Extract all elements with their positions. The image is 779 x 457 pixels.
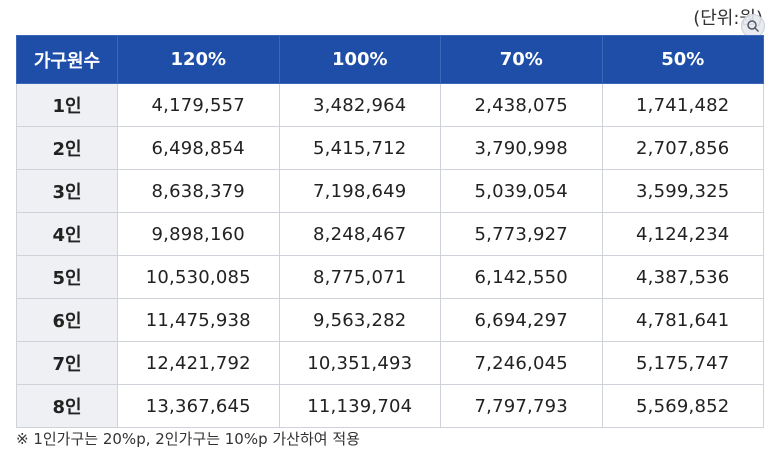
row-label: 6인 [16,298,118,342]
table-row: 1인 4,179,557 3,482,964 2,438,075 1,741,482 [16,83,764,127]
table-cell: 10,530,085 [117,255,280,299]
table-cell: 11,475,938 [117,298,280,342]
income-table: 가구원수 120% 100% 70% 50% 1인 4,179,557 3,482,964 2… [16,35,764,428]
footnote: ※ 1인가구는 20%p, 2인가구는 10%p 가산하여 적용 [16,430,360,448]
row-label: 8인 [16,384,118,428]
row-label: 5인 [16,255,118,299]
table-row: 6인 11,475,938 9,563,282 6,694,297 4,781,641 [16,298,764,342]
header-percent: 70% [440,35,603,84]
row-label: 1인 [16,83,118,127]
table-cell: 8,638,379 [117,169,280,213]
table-cell: 4,781,641 [601,298,764,342]
table-header-row: 가구원수 120% 100% 70% 50% [16,35,764,84]
table-cell: 10,351,493 [278,341,441,385]
row-label: 4인 [16,212,118,256]
table-cell: 9,898,160 [117,212,280,256]
table-cell: 7,246,045 [440,341,603,385]
table-cell: 3,599,325 [601,169,764,213]
table-cell: 13,367,645 [117,384,280,428]
table-cell: 4,124,234 [601,212,764,256]
row-label: 7인 [16,341,118,385]
table-cell: 3,482,964 [278,83,441,127]
table-cell: 2,438,075 [440,83,603,127]
table-cell: 6,694,297 [440,298,603,342]
table-cell: 11,139,704 [278,384,441,428]
table-row: 8인 13,367,645 11,139,704 7,797,793 5,569,852 [16,384,764,428]
header-household-size: 가구원수 [16,35,118,84]
table-row: 7인 12,421,792 10,351,493 7,246,045 5,175,747 [16,341,764,385]
table-row: 5인 10,530,085 8,775,071 6,142,550 4,387,536 [16,255,764,299]
table-cell: 12,421,792 [117,341,280,385]
header-percent: 120% [117,35,280,84]
table-cell: 5,773,927 [440,212,603,256]
header-percent: 100% [278,35,441,84]
table-cell: 7,797,793 [440,384,603,428]
table-cell: 4,387,536 [601,255,764,299]
table-cell: 8,775,071 [278,255,441,299]
table-cell: 7,198,649 [278,169,441,213]
table-cell: 3,790,998 [440,126,603,170]
table-cell: 5,175,747 [601,341,764,385]
table-cell: 2,707,856 [601,126,764,170]
table-row: 3인 8,638,379 7,198,649 5,039,054 3,599,325 [16,169,764,213]
header-percent: 50% [601,35,764,84]
table-cell: 6,498,854 [117,126,280,170]
table-cell: 4,179,557 [117,83,280,127]
table-cell: 9,563,282 [278,298,441,342]
table-row: 2인 6,498,854 5,415,712 3,790,998 2,707,856 [16,126,764,170]
table-cell: 5,415,712 [278,126,441,170]
table-row: 4인 9,898,160 8,248,467 5,773,927 4,124,234 [16,212,764,256]
table-body: 1인 4,179,557 3,482,964 2,438,075 1,741,482 2인… [16,83,764,428]
table-cell: 1,741,482 [601,83,764,127]
row-label: 2인 [16,126,118,170]
table-cell: 6,142,550 [440,255,603,299]
table-cell: 5,569,852 [601,384,764,428]
row-label: 3인 [16,169,118,213]
table-cell: 8,248,467 [278,212,441,256]
table-cell: 5,039,054 [440,169,603,213]
